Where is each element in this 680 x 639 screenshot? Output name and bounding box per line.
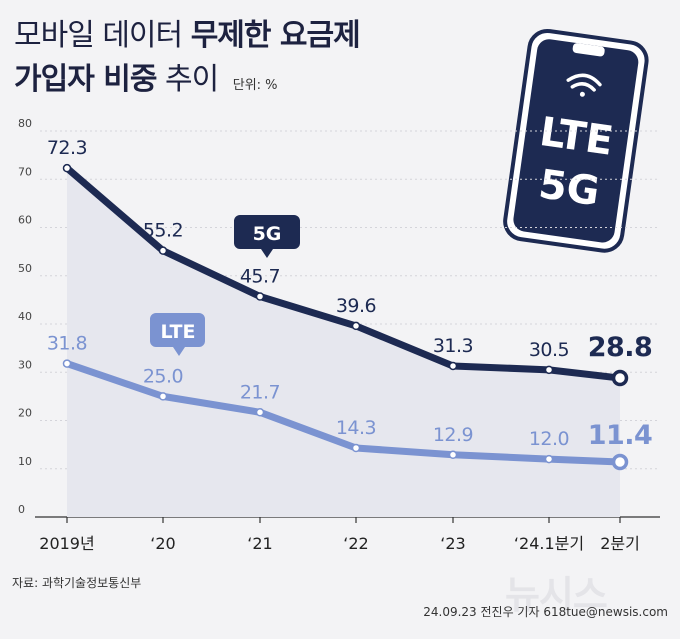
- data-point: [62, 163, 72, 173]
- legend-lte-label: LTE: [161, 321, 196, 343]
- x-tick-label: ‘23: [440, 534, 465, 553]
- phone-notch: [572, 43, 605, 57]
- data-point: [448, 361, 458, 371]
- title-line2-light: 추이: [165, 62, 219, 97]
- source-note: 자료: 과학기술정보통신부: [12, 576, 142, 590]
- data-label: 14.3: [336, 417, 376, 439]
- series-points: [62, 163, 629, 471]
- wifi-icon: [566, 73, 602, 97]
- data-label: 25.0: [143, 365, 183, 387]
- data-point: [255, 292, 265, 301]
- data-label: 21.7: [240, 381, 280, 403]
- legend-lte-callout: LTE: [150, 313, 205, 356]
- legend-5g-label: 5G: [253, 223, 282, 245]
- data-point: [158, 392, 168, 401]
- data-label: 28.8: [588, 332, 653, 363]
- data-point: [611, 453, 629, 471]
- data-point: [544, 365, 554, 375]
- watermark: 뉴시스: [505, 573, 608, 617]
- area-fill: [67, 168, 620, 517]
- y-tick-label: 80: [18, 117, 32, 130]
- data-label: 31.8: [47, 333, 87, 355]
- phone-label-lte: LTE: [537, 109, 616, 165]
- data-label: 31.3: [433, 335, 473, 357]
- phone-illustration: LTE 5G: [503, 28, 649, 253]
- data-label: 30.5: [529, 339, 569, 361]
- data-label: 72.3: [47, 137, 87, 159]
- data-label: 45.7: [240, 265, 280, 287]
- data-point: [62, 359, 72, 368]
- chart-title: 모바일 데이터 무제한 요금제 가입자 비중 추이 단위: %: [14, 14, 361, 108]
- data-point: [448, 450, 458, 460]
- data-label: 39.6: [336, 295, 376, 317]
- data-point: [611, 369, 629, 387]
- y-tick-label: 60: [18, 214, 32, 227]
- unit-label: 단위: %: [232, 78, 278, 93]
- data-point: [158, 246, 168, 255]
- x-tick-label: 2019년: [39, 534, 94, 553]
- x-tick-label: ‘21: [247, 534, 272, 553]
- y-tick-label: 20: [18, 407, 32, 420]
- y-tick-label: 70: [18, 165, 32, 178]
- credit-note: 24.09.23 전진우 기자 618tue@newsis.com: [423, 605, 668, 619]
- y-tick-label: 50: [18, 262, 32, 275]
- x-tick-label: ‘22: [343, 534, 368, 553]
- legend-5g-callout: 5G: [234, 215, 300, 258]
- data-point: [351, 443, 361, 453]
- x-tick-label: ‘24.1분기: [514, 534, 584, 553]
- x-tick-label: ‘20: [150, 534, 175, 553]
- y-tick-label: 30: [18, 358, 32, 371]
- data-label: 12.0: [529, 428, 569, 450]
- phone-screen: [513, 39, 639, 243]
- data-point: [544, 454, 554, 464]
- x-tick-label: 2분기: [600, 534, 640, 553]
- y-tick-label: 10: [18, 455, 32, 468]
- data-label: 11.4: [588, 420, 653, 451]
- title-line2-bold: 가입자 비중: [14, 62, 157, 97]
- data-label: 12.9: [433, 424, 473, 446]
- y-tick-label: 40: [18, 310, 32, 323]
- x-axis: 2019년 ‘20 ‘21 ‘22 ‘23 ‘24.1분기 2분기: [39, 517, 640, 553]
- data-point: [351, 321, 361, 331]
- series-areas: [67, 168, 620, 517]
- title-line-1: 모바일 데이터 무제한 요금제: [14, 14, 361, 58]
- title-line1-light: 모바일 데이터: [14, 18, 183, 53]
- title-line-2: 가입자 비중 추이 단위: %: [14, 58, 360, 108]
- y-tick-label: 0: [18, 503, 25, 516]
- data-point: [255, 408, 265, 417]
- phone-label-5g: 5G: [536, 161, 602, 215]
- title-line1-bold: 무제한 요금제: [190, 18, 361, 53]
- data-label: 55.2: [143, 220, 183, 242]
- data-labels: 72.3 55.2 45.7 39.6 31.3 30.5 28.8 31.8 25.0 21.7…: [47, 137, 653, 451]
